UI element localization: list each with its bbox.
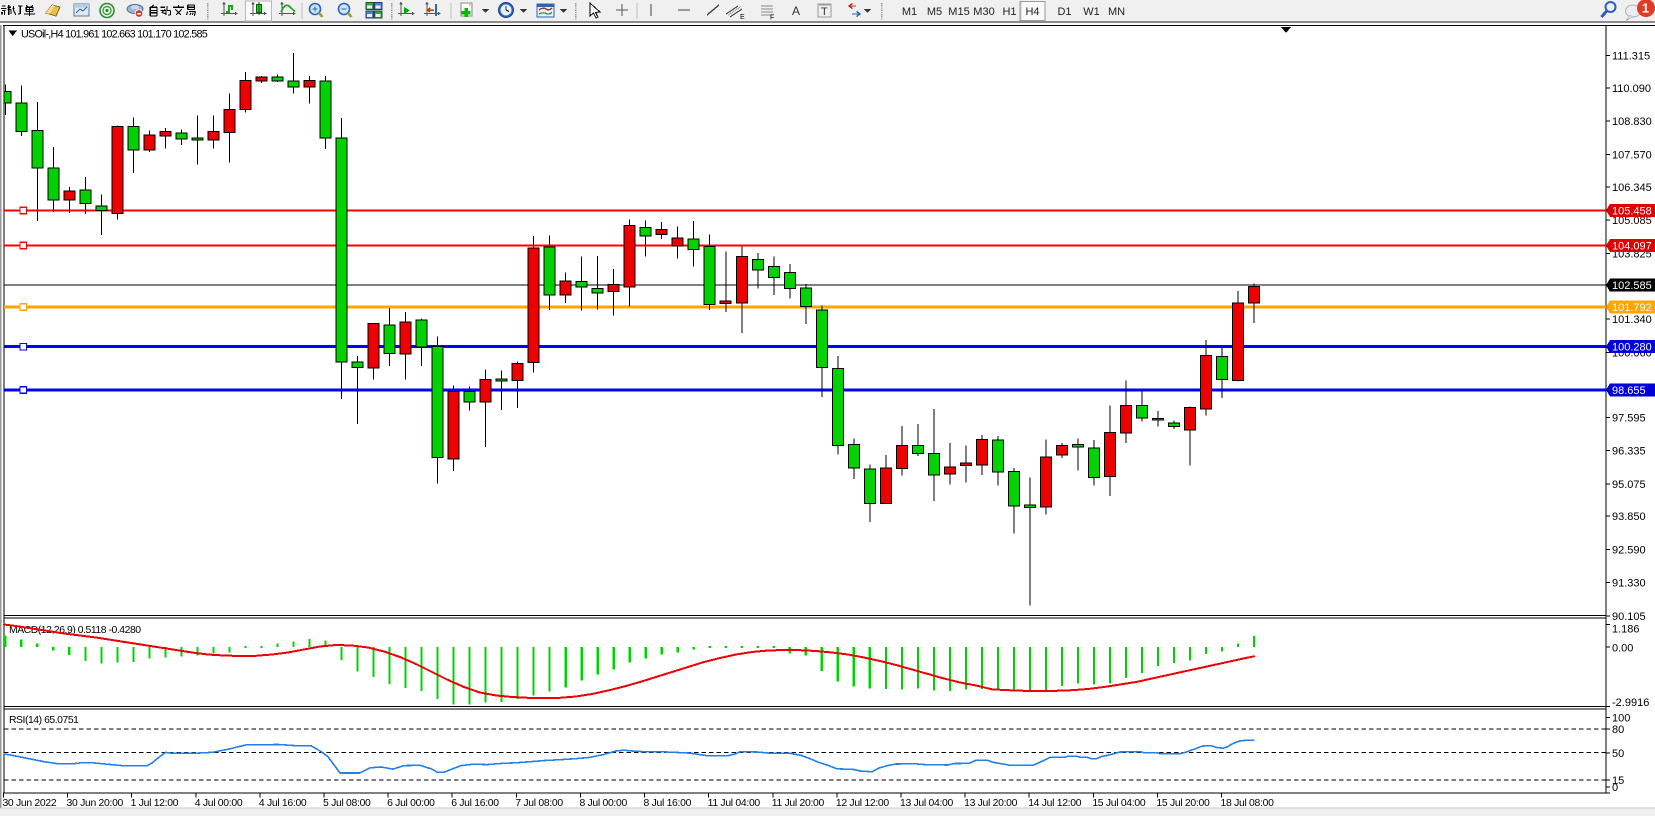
svg-text:96.335: 96.335 — [1612, 446, 1646, 458]
svg-text:1 Jul 12:00: 1 Jul 12:00 — [131, 798, 179, 809]
svg-text:E: E — [740, 14, 745, 21]
svg-text:4 Jul 16:00: 4 Jul 16:00 — [259, 798, 307, 809]
svg-text:14 Jul 12:00: 14 Jul 12:00 — [1028, 798, 1082, 809]
svg-text:30 Jun 2022: 30 Jun 2022 — [2, 798, 56, 809]
svg-text:H4: H4 — [1025, 6, 1039, 18]
svg-text:101.792: 101.792 — [1612, 302, 1652, 314]
svg-text:15: 15 — [1612, 775, 1624, 787]
svg-text:102.585: 102.585 — [1612, 280, 1652, 292]
svg-text:F: F — [770, 15, 774, 22]
svg-text:W1: W1 — [1083, 6, 1100, 18]
svg-text:104.097: 104.097 — [1612, 241, 1652, 253]
svg-text:6 Jul 16:00: 6 Jul 16:00 — [451, 798, 499, 809]
svg-text:107.570: 107.570 — [1612, 149, 1652, 161]
svg-text:12 Jul 12:00: 12 Jul 12:00 — [836, 798, 890, 809]
svg-text:98.655: 98.655 — [1612, 385, 1646, 397]
svg-text:97.595: 97.595 — [1612, 412, 1646, 424]
svg-text:5 Jul 08:00: 5 Jul 08:00 — [323, 798, 371, 809]
svg-text:T: T — [821, 6, 828, 18]
svg-text:8 Jul 00:00: 8 Jul 00:00 — [579, 798, 627, 809]
svg-text:-2.9916: -2.9916 — [1612, 697, 1649, 709]
svg-text:4 Jul 00:00: 4 Jul 00:00 — [195, 798, 243, 809]
svg-text:RSI(14) 65.0751: RSI(14) 65.0751 — [9, 715, 79, 726]
svg-text:M1: M1 — [902, 6, 917, 18]
svg-text:50: 50 — [1612, 748, 1624, 760]
svg-text:100: 100 — [1612, 712, 1630, 724]
svg-text:13 Jul 20:00: 13 Jul 20:00 — [964, 798, 1018, 809]
svg-text:M5: M5 — [927, 6, 942, 18]
svg-text:105.085: 105.085 — [1612, 215, 1652, 227]
svg-text:100.280: 100.280 — [1612, 342, 1652, 354]
svg-text:15 Jul 04:00: 15 Jul 04:00 — [1092, 798, 1146, 809]
svg-text:A: A — [792, 4, 800, 18]
svg-text:30 Jun 20:00: 30 Jun 20:00 — [67, 798, 124, 809]
svg-text:MACD(12,26,9) 0.5118 -0.4280: MACD(12,26,9) 0.5118 -0.4280 — [9, 625, 141, 636]
svg-text:110.090: 110.090 — [1612, 83, 1651, 95]
svg-text:8 Jul 16:00: 8 Jul 16:00 — [644, 798, 692, 809]
svg-text:93.850: 93.850 — [1612, 511, 1646, 523]
svg-text:0.00: 0.00 — [1612, 642, 1633, 654]
svg-text:105.458: 105.458 — [1612, 205, 1652, 217]
svg-text:0: 0 — [1612, 782, 1618, 794]
svg-text:13 Jul 04:00: 13 Jul 04:00 — [900, 798, 954, 809]
svg-text:80: 80 — [1612, 724, 1624, 736]
svg-text:18 Jul 08:00: 18 Jul 08:00 — [1221, 798, 1275, 809]
svg-text:95.075: 95.075 — [1612, 479, 1646, 491]
svg-text:91.330: 91.330 — [1612, 578, 1646, 590]
svg-text:11 Jul 04:00: 11 Jul 04:00 — [708, 798, 761, 809]
svg-text:101.340: 101.340 — [1612, 314, 1652, 326]
svg-text:MN: MN — [1108, 6, 1125, 18]
svg-text:M15: M15 — [948, 6, 969, 18]
svg-text:1.186: 1.186 — [1612, 623, 1640, 635]
svg-text:1: 1 — [1642, 1, 1649, 16]
svg-text:92.590: 92.590 — [1612, 545, 1646, 557]
svg-text:H1: H1 — [1002, 6, 1016, 18]
svg-text:11 Jul 20:00: 11 Jul 20:00 — [772, 798, 825, 809]
svg-text:108.830: 108.830 — [1612, 116, 1652, 128]
svg-text:15 Jul 20:00: 15 Jul 20:00 — [1156, 798, 1210, 809]
svg-text:7 Jul 08:00: 7 Jul 08:00 — [515, 798, 563, 809]
svg-text:M30: M30 — [973, 6, 994, 18]
svg-text:6 Jul 00:00: 6 Jul 00:00 — [387, 798, 435, 809]
svg-text:106.345: 106.345 — [1612, 182, 1652, 194]
svg-text:D1: D1 — [1057, 6, 1071, 18]
svg-text:90.105: 90.105 — [1612, 611, 1646, 623]
svg-text:USOil-,H4 101.961 102.663 101: USOil-,H4 101.961 102.663 101.170 102.58… — [21, 29, 208, 41]
svg-text:111.315: 111.315 — [1612, 51, 1650, 63]
